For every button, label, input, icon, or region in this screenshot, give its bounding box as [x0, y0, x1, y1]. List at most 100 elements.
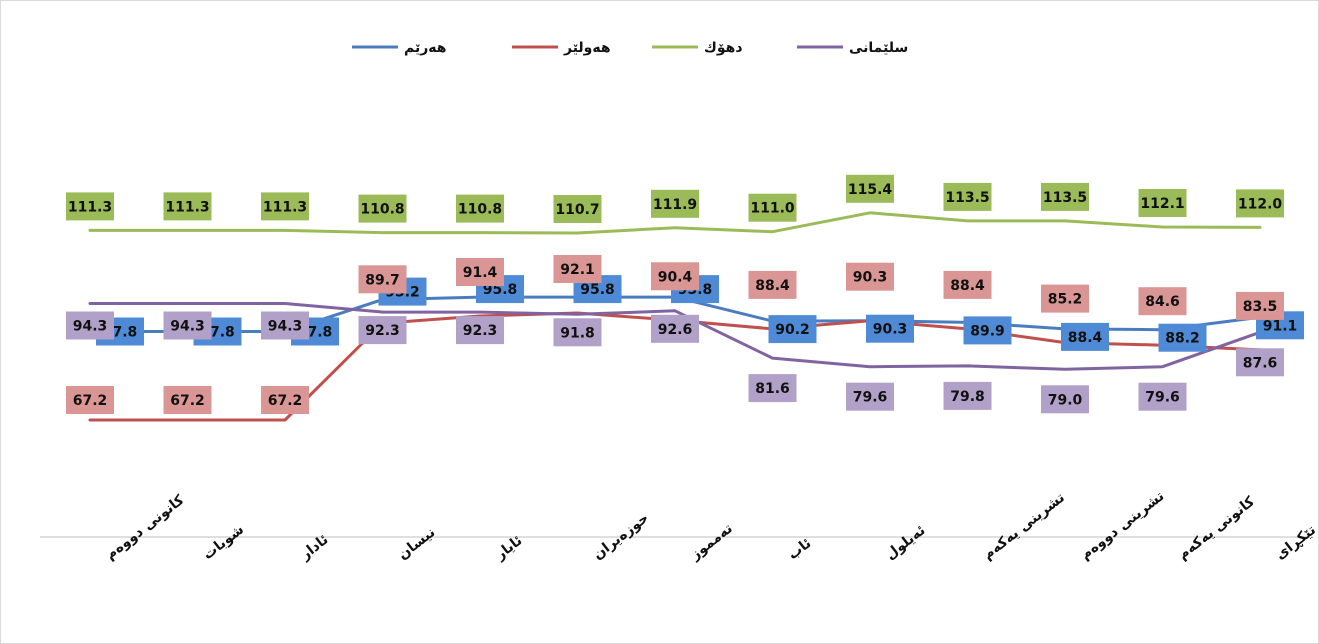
- data-label: 79.0: [1041, 385, 1089, 414]
- data-label: 88.4: [943, 270, 992, 299]
- data-label: 84.6: [1138, 287, 1187, 316]
- data-label-box: [1061, 322, 1109, 351]
- data-label: 115.4: [846, 174, 894, 203]
- data-label-text: 92.3: [365, 323, 400, 339]
- x-tick-label: ئاب: [785, 535, 814, 563]
- data-label-text: 90.3: [853, 270, 888, 286]
- legend-label: دهۆك: [704, 40, 743, 56]
- data-label-box: [1158, 323, 1207, 352]
- data-label-box: [553, 195, 602, 223]
- data-label: 88.2: [1158, 323, 1207, 352]
- data-label-box: [1236, 189, 1284, 218]
- data-label: 110.8: [358, 194, 407, 223]
- x-tick-label: تێكڕاى: [1273, 522, 1319, 563]
- x-tick-label: شوبات: [200, 522, 247, 564]
- data-label-text: 94.3: [170, 319, 205, 335]
- data-label: 85.2: [1041, 284, 1089, 313]
- data-label-text: 87.6: [1243, 355, 1278, 371]
- data-label-box: [1138, 287, 1187, 316]
- data-label-box: [456, 194, 504, 223]
- legend-label: هەرێم: [404, 40, 447, 56]
- data-label-box: [1041, 284, 1089, 313]
- data-label: 110.7: [553, 195, 602, 223]
- series-line-2: [88, 211, 1262, 235]
- data-label-text: 88.4: [950, 278, 985, 294]
- data-label-text: 85.2: [1048, 292, 1083, 308]
- data-label-text: 111.0: [750, 201, 795, 217]
- data-label-text: 83.5: [1243, 299, 1278, 315]
- data-label-box: [358, 194, 407, 223]
- data-label: 81.6: [748, 374, 797, 403]
- data-label-box: [553, 255, 602, 283]
- data-label-text: 91.1: [1263, 318, 1298, 334]
- data-label-box: [651, 189, 699, 218]
- data-label-text: 92.1: [560, 262, 595, 278]
- data-label-text: 67.2: [268, 393, 303, 409]
- data-label-box: [1041, 182, 1089, 211]
- data-label-box: [943, 182, 992, 211]
- data-label-box: [1041, 385, 1089, 414]
- data-label-box: [1236, 291, 1284, 320]
- data-label-text: 94.3: [73, 319, 108, 335]
- data-label-text: 111.9: [653, 197, 697, 213]
- x-tick-label: كانونى دووەم: [103, 492, 188, 564]
- data-label: 87.6: [1236, 348, 1284, 377]
- data-label-box: [768, 315, 817, 344]
- data-label-box: [358, 265, 407, 294]
- data-label: 112.1: [1138, 189, 1187, 217]
- legend-item: دهۆك: [652, 40, 743, 56]
- data-label-box: [866, 314, 914, 343]
- data-label-box: [553, 318, 602, 347]
- data-label-text: 110.8: [458, 202, 502, 218]
- legend-item: هەرێم: [352, 40, 447, 56]
- data-label: 90.2: [768, 315, 817, 344]
- x-tick-label: تشرينى دووەم: [1078, 488, 1168, 563]
- data-label-text: 84.6: [1145, 294, 1180, 310]
- data-label-text: 113.5: [945, 190, 989, 206]
- data-label-box: [846, 174, 894, 203]
- data-label-box: [66, 386, 114, 414]
- data-label-text: 88.4: [755, 278, 790, 294]
- data-label-box: [1236, 348, 1284, 377]
- data-label-text: 112.1: [1140, 196, 1184, 212]
- data-label-box: [846, 382, 894, 411]
- x-tick-label: تەمموز: [687, 521, 736, 564]
- x-tick-label: تشرينى يەكەم: [980, 490, 1068, 563]
- x-tick-label: كانونى يەكەم: [1175, 493, 1258, 563]
- data-label-text: 67.2: [170, 393, 205, 409]
- data-label-box: [358, 316, 407, 345]
- data-label-text: 91.4: [463, 265, 498, 281]
- data-label-box: [163, 386, 212, 414]
- data-labels: 87.887.887.895.295.895.895.890.290.389.9…: [66, 174, 1304, 414]
- data-label: 90.3: [866, 314, 914, 343]
- data-label-text: 112.0: [1238, 196, 1283, 212]
- data-label: 112.0: [1236, 189, 1284, 218]
- data-label: 79.6: [1138, 382, 1187, 411]
- data-label-text: 94.3: [268, 319, 303, 335]
- data-label: 88.4: [748, 270, 797, 299]
- data-label-text: 111.3: [68, 199, 112, 215]
- data-label: 94.3: [163, 311, 212, 340]
- data-label-text: 79.8: [950, 389, 985, 405]
- data-label-text: 89.9: [970, 323, 1005, 339]
- data-label: 89.9: [963, 316, 1012, 345]
- data-label: 111.3: [261, 192, 309, 221]
- data-label: 83.5: [1236, 291, 1284, 320]
- data-label-text: 81.6: [755, 381, 790, 397]
- data-label: 79.8: [943, 381, 992, 410]
- x-tick-label: نيسان: [395, 524, 438, 563]
- data-label-text: 79.6: [1145, 390, 1180, 406]
- data-label-text: 88.4: [1068, 330, 1103, 346]
- data-label-box: [651, 262, 699, 291]
- data-label: 79.6: [846, 382, 894, 411]
- data-label-text: 110.8: [360, 202, 404, 218]
- data-label-box: [163, 311, 212, 340]
- data-label-text: 111.3: [263, 199, 307, 215]
- data-label-text: 79.0: [1048, 392, 1083, 408]
- data-label: 91.4: [456, 258, 504, 286]
- data-label: 110.8: [456, 194, 504, 223]
- data-label-text: 90.3: [873, 322, 908, 338]
- data-label-box: [66, 192, 114, 221]
- data-label-box: [261, 386, 309, 414]
- data-label-text: 113.5: [1043, 190, 1087, 206]
